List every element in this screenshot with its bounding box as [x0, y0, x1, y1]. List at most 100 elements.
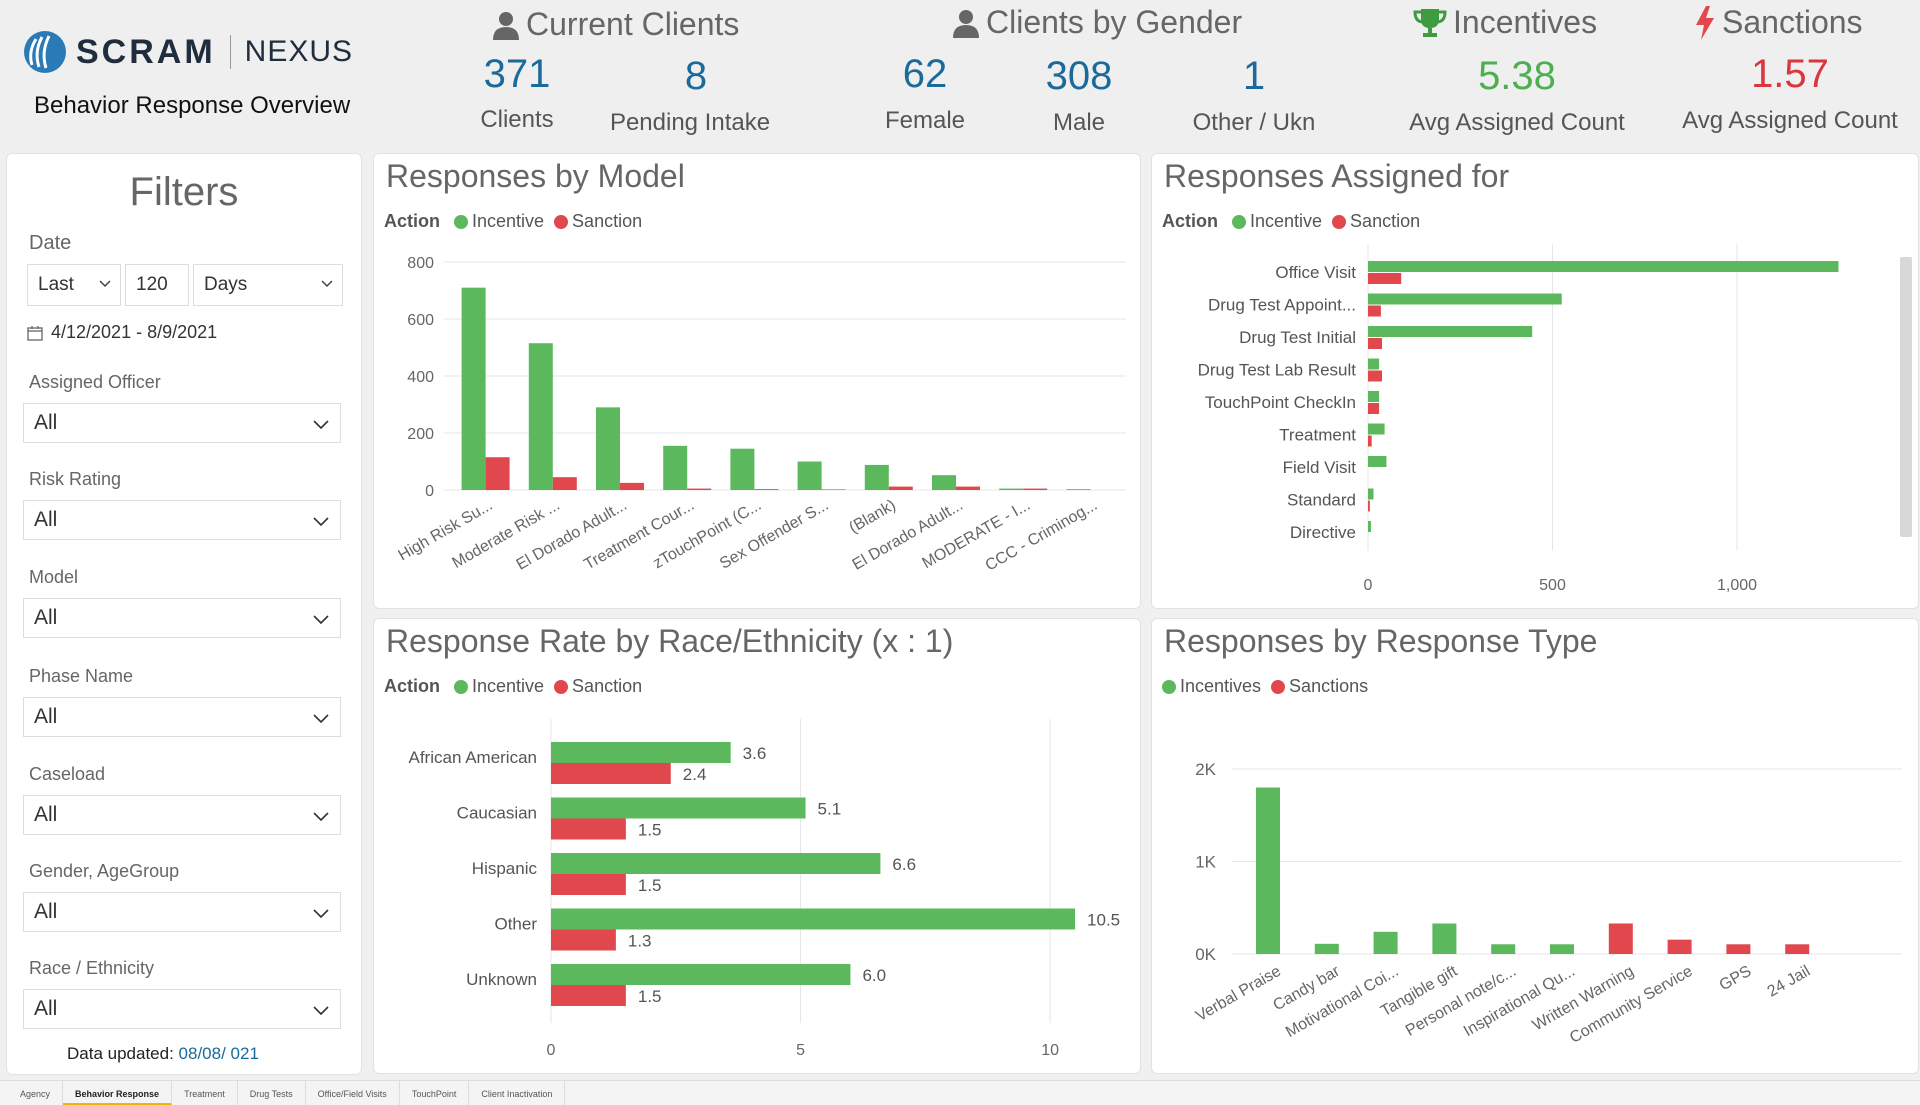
y-tick-label: 600	[407, 312, 434, 329]
date-amount-input[interactable]: 120	[125, 264, 189, 306]
response-type-title: Responses by Response Type	[1164, 623, 1598, 659]
bar-sanction	[551, 818, 626, 840]
brand-divider	[229, 35, 231, 69]
chevron-down-icon	[321, 280, 333, 288]
gender-agegroup-select[interactable]: All	[23, 892, 341, 932]
data-updated: Data updated: 08/08/ 021	[67, 1044, 259, 1064]
pending-intake-label: Pending Intake	[609, 109, 771, 136]
model-select[interactable]: All	[23, 598, 341, 638]
legend-item-sanction[interactable]: Sanction	[1332, 211, 1420, 232]
date-filter-label: Date	[29, 232, 72, 254]
date-unit-value: Days	[204, 274, 248, 295]
model-label: Model	[29, 567, 79, 587]
legend-item-sanction[interactable]: Sanction	[554, 211, 642, 232]
female-label: Female	[884, 107, 966, 134]
date-relative-select[interactable]: Last	[27, 264, 121, 306]
x-tick-label: (Blank)	[846, 497, 898, 537]
chevron-down-icon	[313, 714, 329, 724]
responses-by-model-panel: Responses by Model Action Incentive Sanc…	[373, 153, 1141, 609]
legend-label: Incentive	[472, 211, 545, 231]
legend-item-incentive[interactable]: Incentive	[1232, 211, 1322, 232]
female-count: 62	[902, 52, 948, 96]
legend-item-sanction[interactable]: Sanction	[554, 676, 642, 697]
bar	[1373, 931, 1398, 954]
y-tick-label: 400	[407, 369, 434, 386]
bar-sanction	[552, 477, 577, 490]
assigned-officer-select[interactable]: All	[23, 403, 341, 443]
incentives-avg-label: Avg Assigned Count	[1409, 109, 1625, 136]
assigned-officer-value: All	[34, 411, 58, 434]
bar-sanction	[1368, 305, 1381, 317]
bar-sanction	[1368, 435, 1372, 447]
y-tick-label: Unknown	[466, 970, 537, 989]
caseload-value: All	[34, 803, 58, 826]
race-ethnicity-panel: Response Rate by Race/Ethnicity (x : 1) …	[373, 618, 1141, 1074]
bar-incentive	[1368, 391, 1380, 402]
y-tick-label: TouchPoint CheckIn	[1205, 393, 1356, 412]
bar	[1726, 944, 1751, 954]
legend-dot	[1332, 214, 1347, 229]
page-subtitle: Behavior Response Overview	[34, 92, 351, 119]
race-ethnicity-value: All	[34, 997, 58, 1020]
caseload-select[interactable]: All	[23, 795, 341, 835]
tab-drug-tests[interactable]: Drug Tests	[238, 1081, 306, 1105]
bar-incentive	[932, 475, 956, 490]
legend-item-sanctions[interactable]: Sanctions	[1271, 676, 1368, 697]
y-tick-label: Drug Test Appoint...	[1208, 296, 1356, 315]
brand-scram: SCRAM	[76, 32, 216, 71]
bar	[1256, 787, 1280, 954]
data-label: 1.3	[628, 932, 652, 951]
phase-name-label: Phase Name	[29, 666, 134, 686]
y-tick-label: Treatment	[1279, 426, 1356, 445]
vertical-scrollbar[interactable]	[1900, 257, 1912, 537]
date-range-text: 4/12/2021 - 8/9/2021	[51, 322, 218, 342]
x-tick-label: El Dorado Adult...	[850, 497, 966, 574]
bar-sanction	[687, 488, 712, 490]
data-label: 5.1	[818, 800, 842, 819]
x-tick-label: CCC - Criminog...	[983, 497, 1101, 575]
bar-incentive	[1368, 326, 1533, 337]
tab-office-field-visits[interactable]: Office/Field Visits	[306, 1081, 400, 1105]
legend-item-incentive[interactable]: Incentive	[454, 676, 544, 697]
date-amount-value: 120	[136, 274, 168, 295]
chevron-down-icon	[313, 517, 329, 527]
chevron-down-icon	[313, 420, 329, 430]
bar-incentive	[461, 287, 486, 490]
risk-rating-label: Risk Rating	[29, 469, 122, 489]
tab-treatment[interactable]: Treatment	[172, 1081, 238, 1105]
data-label: 1.5	[638, 987, 662, 1006]
legend-dot	[1271, 679, 1286, 694]
bar-sanction	[551, 985, 626, 1006]
male-count: 308	[1045, 54, 1113, 98]
x-tick-label: Verbal Praise	[1193, 963, 1284, 1025]
bar-sanction	[551, 929, 616, 951]
y-tick-label: Field Visit	[1283, 458, 1357, 477]
bar	[1432, 923, 1457, 954]
bar-sanction	[1023, 488, 1048, 490]
brand-logo: SCRAM NEXUS	[22, 22, 372, 82]
filters-panel: Filters Date Last 120 Days 4/12/2021 - 8…	[6, 153, 362, 1075]
bar-sanction	[821, 489, 846, 490]
race-ethnicity-select[interactable]: All	[23, 989, 341, 1029]
person-icon	[493, 11, 519, 40]
phase-name-select[interactable]: All	[23, 697, 341, 737]
data-label: 1.5	[638, 821, 662, 840]
tab-agency[interactable]: Agency	[8, 1081, 64, 1105]
tab-client-inactivation[interactable]: Client Inactivation	[469, 1081, 566, 1105]
x-tick-label: 10	[1041, 1042, 1059, 1059]
x-tick-label: 0	[547, 1042, 556, 1059]
risk-rating-select[interactable]: All	[23, 500, 341, 540]
date-unit-select[interactable]: Days	[193, 264, 343, 306]
current-clients-title-text: Current Clients	[526, 6, 740, 42]
chart-legend: Incentives Sanctions	[1162, 676, 1372, 697]
chevron-down-icon	[313, 615, 329, 625]
tab-behavior-response[interactable]: Behavior Response	[63, 1081, 173, 1105]
y-tick-label: African American	[409, 748, 538, 767]
legend-label: Incentives	[1180, 676, 1262, 696]
legend-item-incentives[interactable]: Incentives	[1162, 676, 1261, 697]
tab-touchpoint[interactable]: TouchPoint	[400, 1081, 470, 1105]
bar-incentive	[1066, 489, 1091, 490]
x-tick-label: 24 Jail	[1765, 963, 1814, 1001]
bar-sanction	[1368, 338, 1383, 349]
legend-item-incentive[interactable]: Incentive	[454, 211, 544, 232]
